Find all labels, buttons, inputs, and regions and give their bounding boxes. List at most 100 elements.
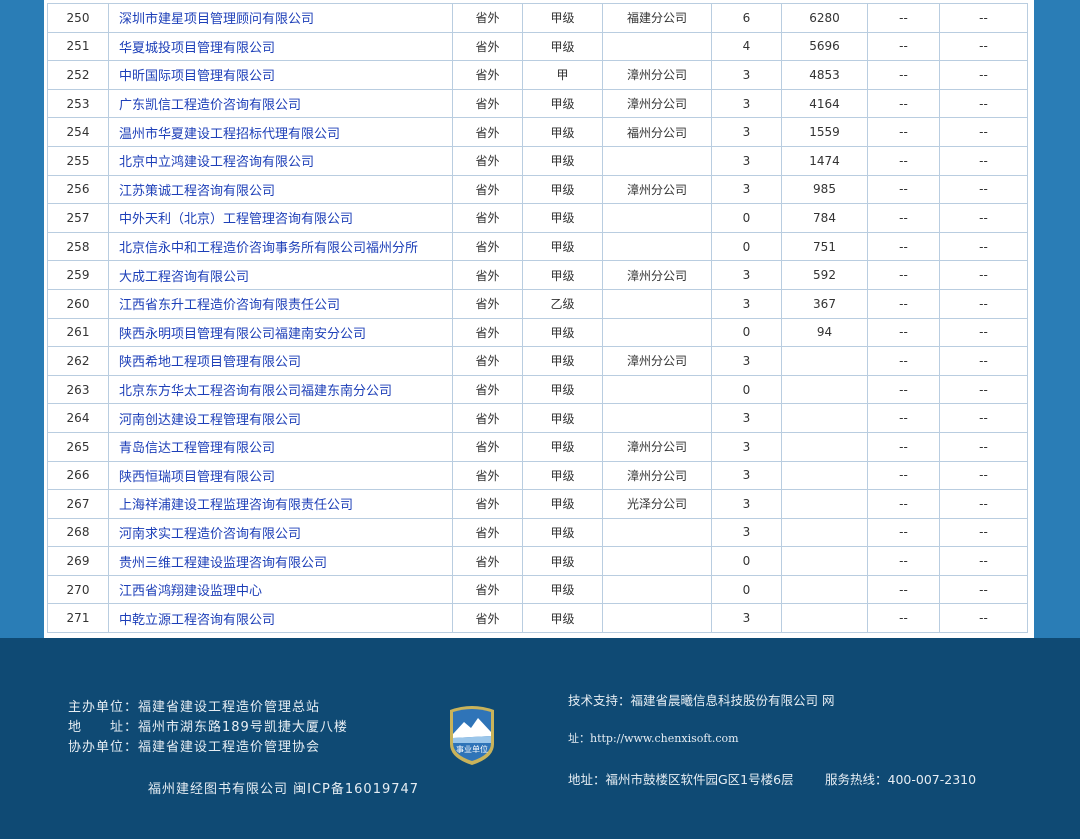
count: 3	[711, 346, 782, 376]
company-link[interactable]: 中乾立源工程咨询有限公司	[119, 612, 276, 628]
company-link[interactable]: 北京东方华太工程咨询有限公司福建东南分公司	[119, 384, 393, 400]
company-link[interactable]: 陕西希地工程项目管理有限公司	[119, 355, 302, 371]
qualification-grade: 甲级	[522, 346, 603, 376]
tech-url[interactable]: 址：http://www.chenxisoft.com	[568, 732, 739, 745]
row-number: 267	[47, 489, 109, 519]
count: 6	[711, 3, 782, 33]
score: 1559	[781, 117, 868, 147]
score: 4853	[781, 60, 868, 90]
branch	[602, 145, 712, 176]
table-row: 268 河南求实工程造价咨询有限公司 省外 甲级 3 -- --	[47, 517, 1028, 548]
branch	[602, 203, 712, 233]
branch	[602, 374, 712, 405]
col-9: --	[939, 231, 1028, 262]
qualification-grade: 甲级	[522, 145, 603, 176]
company-name: 江苏策诚工程咨询有限公司	[108, 174, 453, 205]
public-institution-badge-icon[interactable]: 事业单位	[446, 704, 498, 766]
row-number: 262	[47, 346, 109, 376]
branch: 福建分公司	[602, 3, 712, 33]
company-name: 陕西恒瑞项目管理有限公司	[108, 460, 453, 491]
company-link[interactable]: 北京中立鸿建设工程咨询有限公司	[119, 155, 315, 171]
count: 3	[711, 489, 782, 519]
company-name: 陕西永明项目管理有限公司福建南安分公司	[108, 317, 453, 348]
region: 省外	[452, 489, 523, 519]
service-hotline: 服务热线：400-007-2310	[825, 772, 977, 787]
company-link[interactable]: 华夏城投项目管理有限公司	[119, 40, 276, 56]
col-8: --	[867, 203, 940, 233]
row-number: 250	[47, 3, 109, 33]
tech-support: 技术支持：福建省晨曦信息科技股份有限公司 网	[568, 693, 835, 708]
col-8: --	[867, 288, 940, 319]
company-link[interactable]: 深圳市建星项目管理顾问有限公司	[119, 12, 315, 28]
col-9: --	[939, 3, 1028, 33]
region: 省外	[452, 574, 523, 605]
region: 省外	[452, 260, 523, 290]
qualification-grade: 甲级	[522, 231, 603, 262]
qualification-grade: 甲级	[522, 317, 603, 348]
table-row: 267 上海祥浦建设工程监理咨询有限责任公司 省外 甲级 光泽分公司 3 -- --	[47, 489, 1028, 519]
company-link[interactable]: 江西省东升工程造价咨询有限责任公司	[119, 298, 341, 314]
company-name: 北京东方华太工程咨询有限公司福建东南分公司	[108, 374, 453, 405]
table-row: 263 北京东方华太工程咨询有限公司福建东南分公司 省外 甲级 0 -- --	[47, 374, 1028, 405]
col-9: --	[939, 203, 1028, 233]
row-number: 255	[47, 145, 109, 176]
region: 省外	[452, 374, 523, 405]
col-8: --	[867, 317, 940, 348]
company-link[interactable]: 广东凯信工程造价咨询有限公司	[119, 98, 302, 114]
col-8: --	[867, 489, 940, 519]
company-link[interactable]: 温州市华夏建设工程招标代理有限公司	[119, 126, 341, 142]
company-link[interactable]: 陕西永明项目管理有限公司福建南安分公司	[119, 326, 367, 342]
region: 省外	[452, 31, 523, 62]
branch	[602, 317, 712, 348]
company-link[interactable]: 贵州三维工程建设监理咨询有限公司	[119, 555, 328, 571]
company-link[interactable]: 中昕国际项目管理有限公司	[119, 69, 276, 85]
qualification-grade: 甲级	[522, 260, 603, 290]
score: 5696	[781, 31, 868, 62]
row-number: 269	[47, 546, 109, 576]
qualification-grade: 甲级	[522, 88, 603, 119]
count: 3	[711, 60, 782, 90]
col-9: --	[939, 603, 1028, 634]
company-name: 河南创达建设工程管理有限公司	[108, 403, 453, 433]
company-link[interactable]: 大成工程咨询有限公司	[119, 269, 250, 285]
company-link[interactable]: 北京信永中和工程造价咨询事务所有限公司福州分所	[119, 241, 419, 257]
qualification-grade: 甲级	[522, 546, 603, 576]
footer-left: 主办单位：福建省建设工程造价管理总站 地 址：福州市湖东路189号凯捷大厦八楼 …	[68, 698, 348, 758]
table-row: 265 青岛信达工程管理有限公司 省外 甲级 漳州分公司 3 -- --	[47, 431, 1028, 462]
company-name: 中乾立源工程咨询有限公司	[108, 603, 453, 634]
icp-record[interactable]: 福州建经图书有限公司 闽ICP备16019747	[148, 782, 420, 797]
count: 3	[711, 288, 782, 319]
col-8: --	[867, 346, 940, 376]
qualification-grade: 甲级	[522, 117, 603, 147]
row-number: 266	[47, 460, 109, 491]
branch	[602, 403, 712, 433]
company-link[interactable]: 上海祥浦建设工程监理咨询有限责任公司	[119, 498, 354, 514]
company-link[interactable]: 青岛信达工程管理有限公司	[119, 441, 276, 457]
row-number: 270	[47, 574, 109, 605]
company-link[interactable]: 江苏策诚工程咨询有限公司	[119, 183, 276, 199]
table-row: 253 广东凯信工程造价咨询有限公司 省外 甲级 漳州分公司 3 4164 -- --	[47, 88, 1028, 119]
col-9: --	[939, 145, 1028, 176]
table-row: 251 华夏城投项目管理有限公司 省外 甲级 4 5696 -- --	[47, 31, 1028, 62]
branch: 漳州分公司	[602, 431, 712, 462]
qualification-grade: 甲级	[522, 31, 603, 62]
region: 省外	[452, 460, 523, 491]
company-link[interactable]: 河南求实工程造价咨询有限公司	[119, 526, 302, 542]
score	[781, 431, 868, 462]
region: 省外	[452, 431, 523, 462]
company-link[interactable]: 江西省鸿翔建设监理中心	[119, 584, 263, 600]
company-link[interactable]: 河南创达建设工程管理有限公司	[119, 412, 302, 428]
count: 0	[711, 546, 782, 576]
col-9: --	[939, 574, 1028, 605]
score	[781, 546, 868, 576]
count: 3	[711, 460, 782, 491]
col-8: --	[867, 174, 940, 205]
branch	[602, 31, 712, 62]
col-8: --	[867, 546, 940, 576]
company-link[interactable]: 中外天利（北京）工程管理咨询有限公司	[119, 212, 354, 228]
company-link[interactable]: 陕西恒瑞项目管理有限公司	[119, 469, 276, 485]
count: 3	[711, 260, 782, 290]
qualification-grade: 甲级	[522, 403, 603, 433]
col-8: --	[867, 460, 940, 491]
table-row: 259 大成工程咨询有限公司 省外 甲级 漳州分公司 3 592 -- --	[47, 260, 1028, 290]
